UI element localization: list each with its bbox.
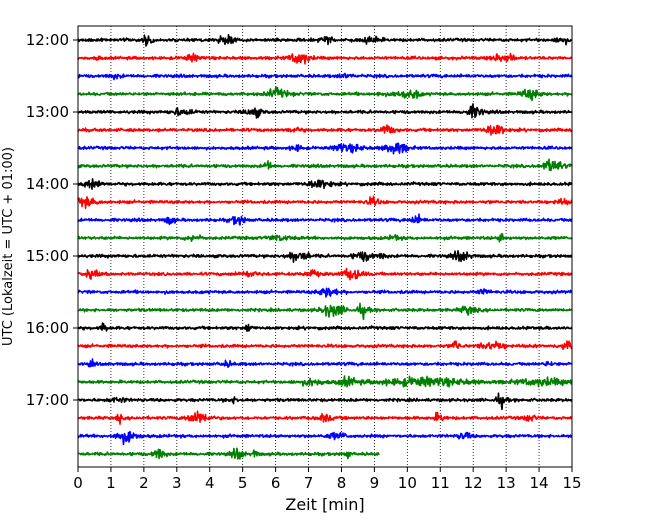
trace-1245 xyxy=(77,86,573,102)
x-tick-label: 9 xyxy=(370,474,380,492)
trace-1630 xyxy=(77,358,573,369)
trace-1345 xyxy=(77,158,573,172)
trace-1545 xyxy=(77,302,573,321)
x-tick-label: 5 xyxy=(238,474,248,492)
trace-1530 xyxy=(77,287,573,298)
x-tick-label: 12 xyxy=(464,474,483,492)
x-tick-label: 6 xyxy=(271,474,281,492)
y-tick-label: 17:00 xyxy=(26,391,69,409)
x-tick-label: 11 xyxy=(431,474,450,492)
trace-1300 xyxy=(77,103,573,119)
x-tick-label: 8 xyxy=(337,474,347,492)
trace-1700 xyxy=(77,392,573,411)
x-tick-label: 1 xyxy=(106,474,116,492)
trace-1330 xyxy=(77,142,573,155)
y-tick-label: 16:00 xyxy=(26,319,69,337)
trace-1430 xyxy=(77,213,573,226)
x-tick-label: 14 xyxy=(530,474,549,492)
trace-group xyxy=(77,34,573,460)
x-tick-label: 0 xyxy=(73,474,83,492)
x-tick-label: 15 xyxy=(562,474,581,492)
x-tick-label: 2 xyxy=(139,474,149,492)
x-axis-label: Zeit [min] xyxy=(285,495,364,514)
y-tick-label: 13:00 xyxy=(26,103,69,121)
trace-1600 xyxy=(77,322,573,332)
y-tick-label: 15:00 xyxy=(26,247,69,265)
trace-1500 xyxy=(77,250,573,263)
plot-frame xyxy=(77,25,573,468)
trace-1745 xyxy=(77,447,380,460)
trace-1645 xyxy=(77,375,573,388)
trace-1445 xyxy=(77,233,573,243)
trace-1715 xyxy=(77,410,573,425)
x-axis: 0 1 2 3 4 5 6 7 8 9 10 11 12 13 14 15 xyxy=(73,467,582,492)
x-tick-label: 13 xyxy=(497,474,516,492)
x-tick-label: 10 xyxy=(398,474,417,492)
x-tick-label: 7 xyxy=(304,474,314,492)
trace-1615 xyxy=(77,340,573,350)
x-tick-label: 3 xyxy=(172,474,182,492)
trace-1730 xyxy=(77,430,573,446)
x-tick-label: 4 xyxy=(205,474,215,492)
trace-1515 xyxy=(77,267,573,281)
trace-1200 xyxy=(77,34,573,47)
y-tick-label: 12:00 xyxy=(26,31,69,49)
trace-1215 xyxy=(77,52,573,65)
y-axis: 12:00 13:00 14:00 15:00 16:00 17:00 xyxy=(26,31,78,409)
y-tick-label: 14:00 xyxy=(26,175,69,193)
trace-1315 xyxy=(77,124,573,136)
y-axis-label: UTC (Lokalzeit = UTC + 01:00) xyxy=(1,147,16,346)
trace-1400 xyxy=(77,178,573,190)
trace-1415 xyxy=(77,195,573,209)
trace-1230 xyxy=(77,72,573,81)
